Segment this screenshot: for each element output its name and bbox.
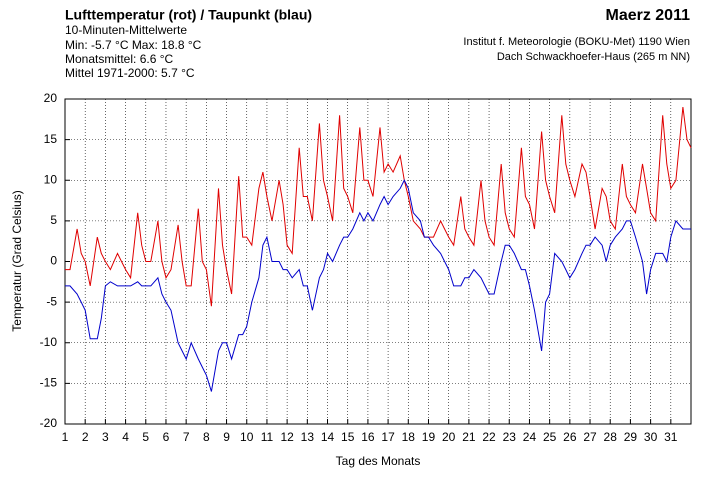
x-tick-label: 22 [482,430,496,444]
y-tick-label: 20 [44,91,58,105]
x-tick-label: 28 [604,430,618,444]
annotation: Mittel 1971-2000: 5.7 °C [65,66,195,80]
x-tick-label: 15 [341,430,355,444]
x-tick-label: 20 [442,430,456,444]
y-tick-label: -5 [46,294,57,308]
y-axis-label: Temperatur (Grad Celsius) [10,190,24,331]
x-tick-label: 27 [583,430,597,444]
y-tick-label: 5 [50,213,57,227]
x-tick-label: 8 [203,430,210,444]
x-tick-label: 2 [82,430,89,444]
x-tick-label: 19 [422,430,436,444]
x-tick-label: 7 [183,430,190,444]
x-tick-label: 23 [503,430,517,444]
x-tick-label: 4 [122,430,129,444]
x-tick-label: 31 [664,430,678,444]
x-tick-label: 10 [240,430,254,444]
y-tick-label: -20 [40,416,58,430]
x-tick-label: 24 [523,430,537,444]
x-tick-label: 9 [223,430,230,444]
x-tick-label: 3 [102,430,109,444]
x-tick-label: 6 [163,430,170,444]
plot-frame [64,98,692,425]
subtitle: 10-Minuten-Mittelwerte [65,23,187,37]
x-tick-label: 17 [381,430,395,444]
source: Dach Schwackhoefer-Haus (265 m NN) [497,51,690,63]
y-tick-label: 15 [44,132,58,146]
y-tick-label: -10 [40,335,58,349]
y-tick-label: 10 [44,172,58,186]
x-tick-label: 11 [261,430,274,444]
chart-title: Lufttemperatur (rot) / Taupunkt (blau) [65,7,312,23]
series-line [65,179,691,392]
x-tick-label: 5 [142,430,149,444]
x-tick-label: 29 [624,430,638,444]
x-tick-label: 25 [543,430,557,444]
period: Maerz 2011 [605,7,690,24]
x-tick-label: 14 [321,430,335,444]
annotation: Monatsmittel: 6.6 °C [65,52,174,66]
x-tick-label: 26 [563,430,577,444]
x-tick-label: 12 [280,430,294,444]
source: Institut f. Meteorologie (BOKU-Met) 1190… [463,36,690,48]
x-tick-label: 13 [301,430,315,444]
y-tick-label: 0 [50,254,57,268]
x-tick-label: 16 [361,430,375,444]
x-tick-label: 21 [462,430,476,444]
x-tick-label: 1 [62,430,69,444]
y-tick-label: -15 [40,376,58,390]
x-axis-label: Tag des Monats [336,454,421,468]
x-tick-label: 18 [402,430,416,444]
x-tick-label: 30 [644,430,658,444]
series-line [65,107,692,307]
annotation: Min: -5.7 °C Max: 18.8 °C [65,38,202,52]
